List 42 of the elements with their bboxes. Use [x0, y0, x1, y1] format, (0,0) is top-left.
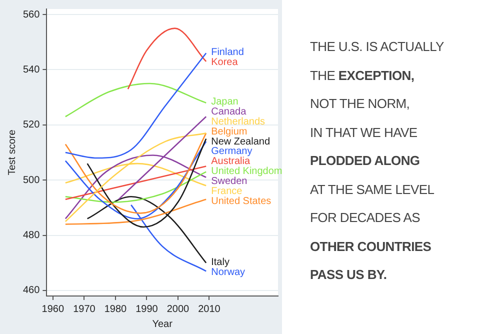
x-axis-title: Year — [152, 318, 174, 330]
series-label: Germany — [211, 146, 252, 158]
series-label: United States — [211, 196, 272, 208]
series-label: Finland — [211, 47, 244, 58]
series-label: Canada — [211, 106, 247, 118]
y-axis-title: Test score — [6, 129, 18, 176]
text: OTHER COUNTRIES — [310, 238, 432, 256]
series-label: Korea — [211, 57, 238, 68]
x-tick-label: 1970 — [73, 304, 96, 315]
series-label: United Kingdom — [211, 166, 282, 178]
y-tick-label: 480 — [22, 230, 40, 242]
x-tick-label: 1960 — [42, 304, 64, 315]
series-label: Japan — [211, 96, 238, 108]
y-tick-label: 460 — [22, 285, 40, 296]
line-series — [127, 28, 207, 90]
x-tick-label: 2010 — [198, 304, 221, 315]
text: NOT THE NORM, — [310, 96, 411, 113]
text: FOR DECADES AS — [310, 210, 421, 227]
line-series — [64, 52, 207, 159]
series-label: Italy — [211, 256, 230, 268]
x-tick-label: 1980 — [104, 304, 128, 315]
series-label: New Zealand — [211, 136, 270, 148]
series-label: Sweden — [211, 176, 248, 188]
series-label: France — [211, 186, 243, 198]
series-label: Australia — [211, 156, 250, 168]
x-tick-label: 2000 — [166, 304, 190, 315]
text: PASS US BY. — [310, 267, 388, 284]
text: THE U.S. IS ACTUALLY — [310, 39, 445, 56]
y-tick-label: 540 — [22, 64, 40, 76]
series-label: Norway — [211, 266, 246, 278]
series-label: Netherlands — [211, 116, 266, 128]
y-tick-label: 520 — [22, 120, 40, 131]
line-series — [64, 171, 207, 203]
line-series — [64, 82, 207, 118]
text: PLODDED ALONG — [310, 153, 421, 170]
y-tick-label: 500 — [22, 174, 40, 186]
y-tick-label: 560 — [22, 9, 40, 20]
text: AT THE SAME LEVEL — [310, 182, 436, 198]
series-label: Belgium — [211, 126, 248, 138]
text: IN THAT WE HAVE — [310, 124, 418, 142]
x-tick-label: 1990 — [136, 304, 158, 315]
text: THE EXCEPTION, — [310, 68, 416, 84]
